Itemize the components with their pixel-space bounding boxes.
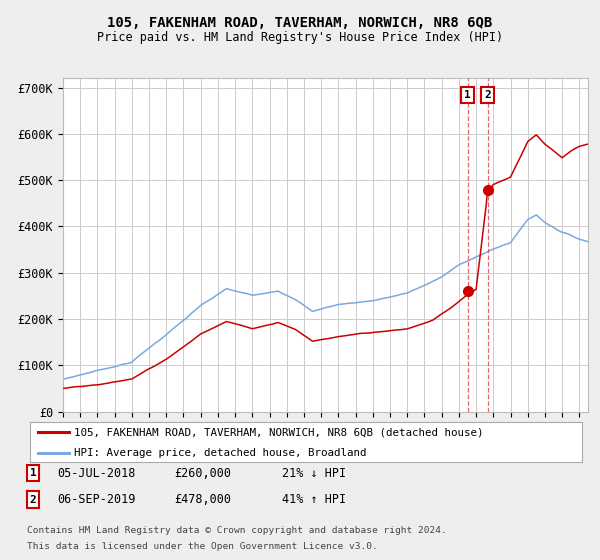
Text: 2: 2 xyxy=(484,90,491,100)
Text: 06-SEP-2019: 06-SEP-2019 xyxy=(57,493,136,506)
Text: 1: 1 xyxy=(464,90,471,100)
Text: 105, FAKENHAM ROAD, TAVERHAM, NORWICH, NR8 6QB: 105, FAKENHAM ROAD, TAVERHAM, NORWICH, N… xyxy=(107,16,493,30)
Text: 21% ↓ HPI: 21% ↓ HPI xyxy=(282,466,346,480)
Text: £260,000: £260,000 xyxy=(174,466,231,480)
Text: 105, FAKENHAM ROAD, TAVERHAM, NORWICH, NR8 6QB (detached house): 105, FAKENHAM ROAD, TAVERHAM, NORWICH, N… xyxy=(74,427,484,437)
Text: Price paid vs. HM Land Registry's House Price Index (HPI): Price paid vs. HM Land Registry's House … xyxy=(97,31,503,44)
Text: Contains HM Land Registry data © Crown copyright and database right 2024.: Contains HM Land Registry data © Crown c… xyxy=(27,526,447,535)
Text: This data is licensed under the Open Government Licence v3.0.: This data is licensed under the Open Gov… xyxy=(27,542,378,551)
Text: 41% ↑ HPI: 41% ↑ HPI xyxy=(282,493,346,506)
Text: 05-JUL-2018: 05-JUL-2018 xyxy=(57,466,136,480)
Text: 1: 1 xyxy=(29,468,37,478)
Text: £478,000: £478,000 xyxy=(174,493,231,506)
Text: 2: 2 xyxy=(29,494,37,505)
Text: HPI: Average price, detached house, Broadland: HPI: Average price, detached house, Broa… xyxy=(74,448,367,458)
